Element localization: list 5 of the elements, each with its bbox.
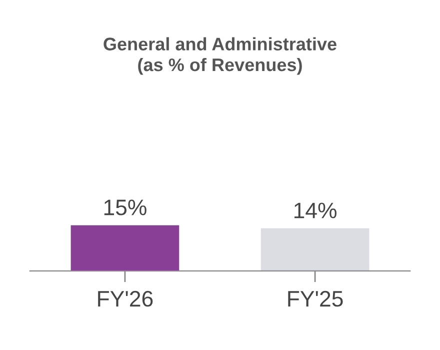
data-label: 14% <box>294 202 336 218</box>
x-tick-label: FY'25 <box>288 290 343 307</box>
data-label: 15% <box>104 200 146 216</box>
x-tick-label: FY'26 <box>98 290 153 307</box>
chart-title: General and Administrative (as % of Revenues) <box>104 37 336 75</box>
